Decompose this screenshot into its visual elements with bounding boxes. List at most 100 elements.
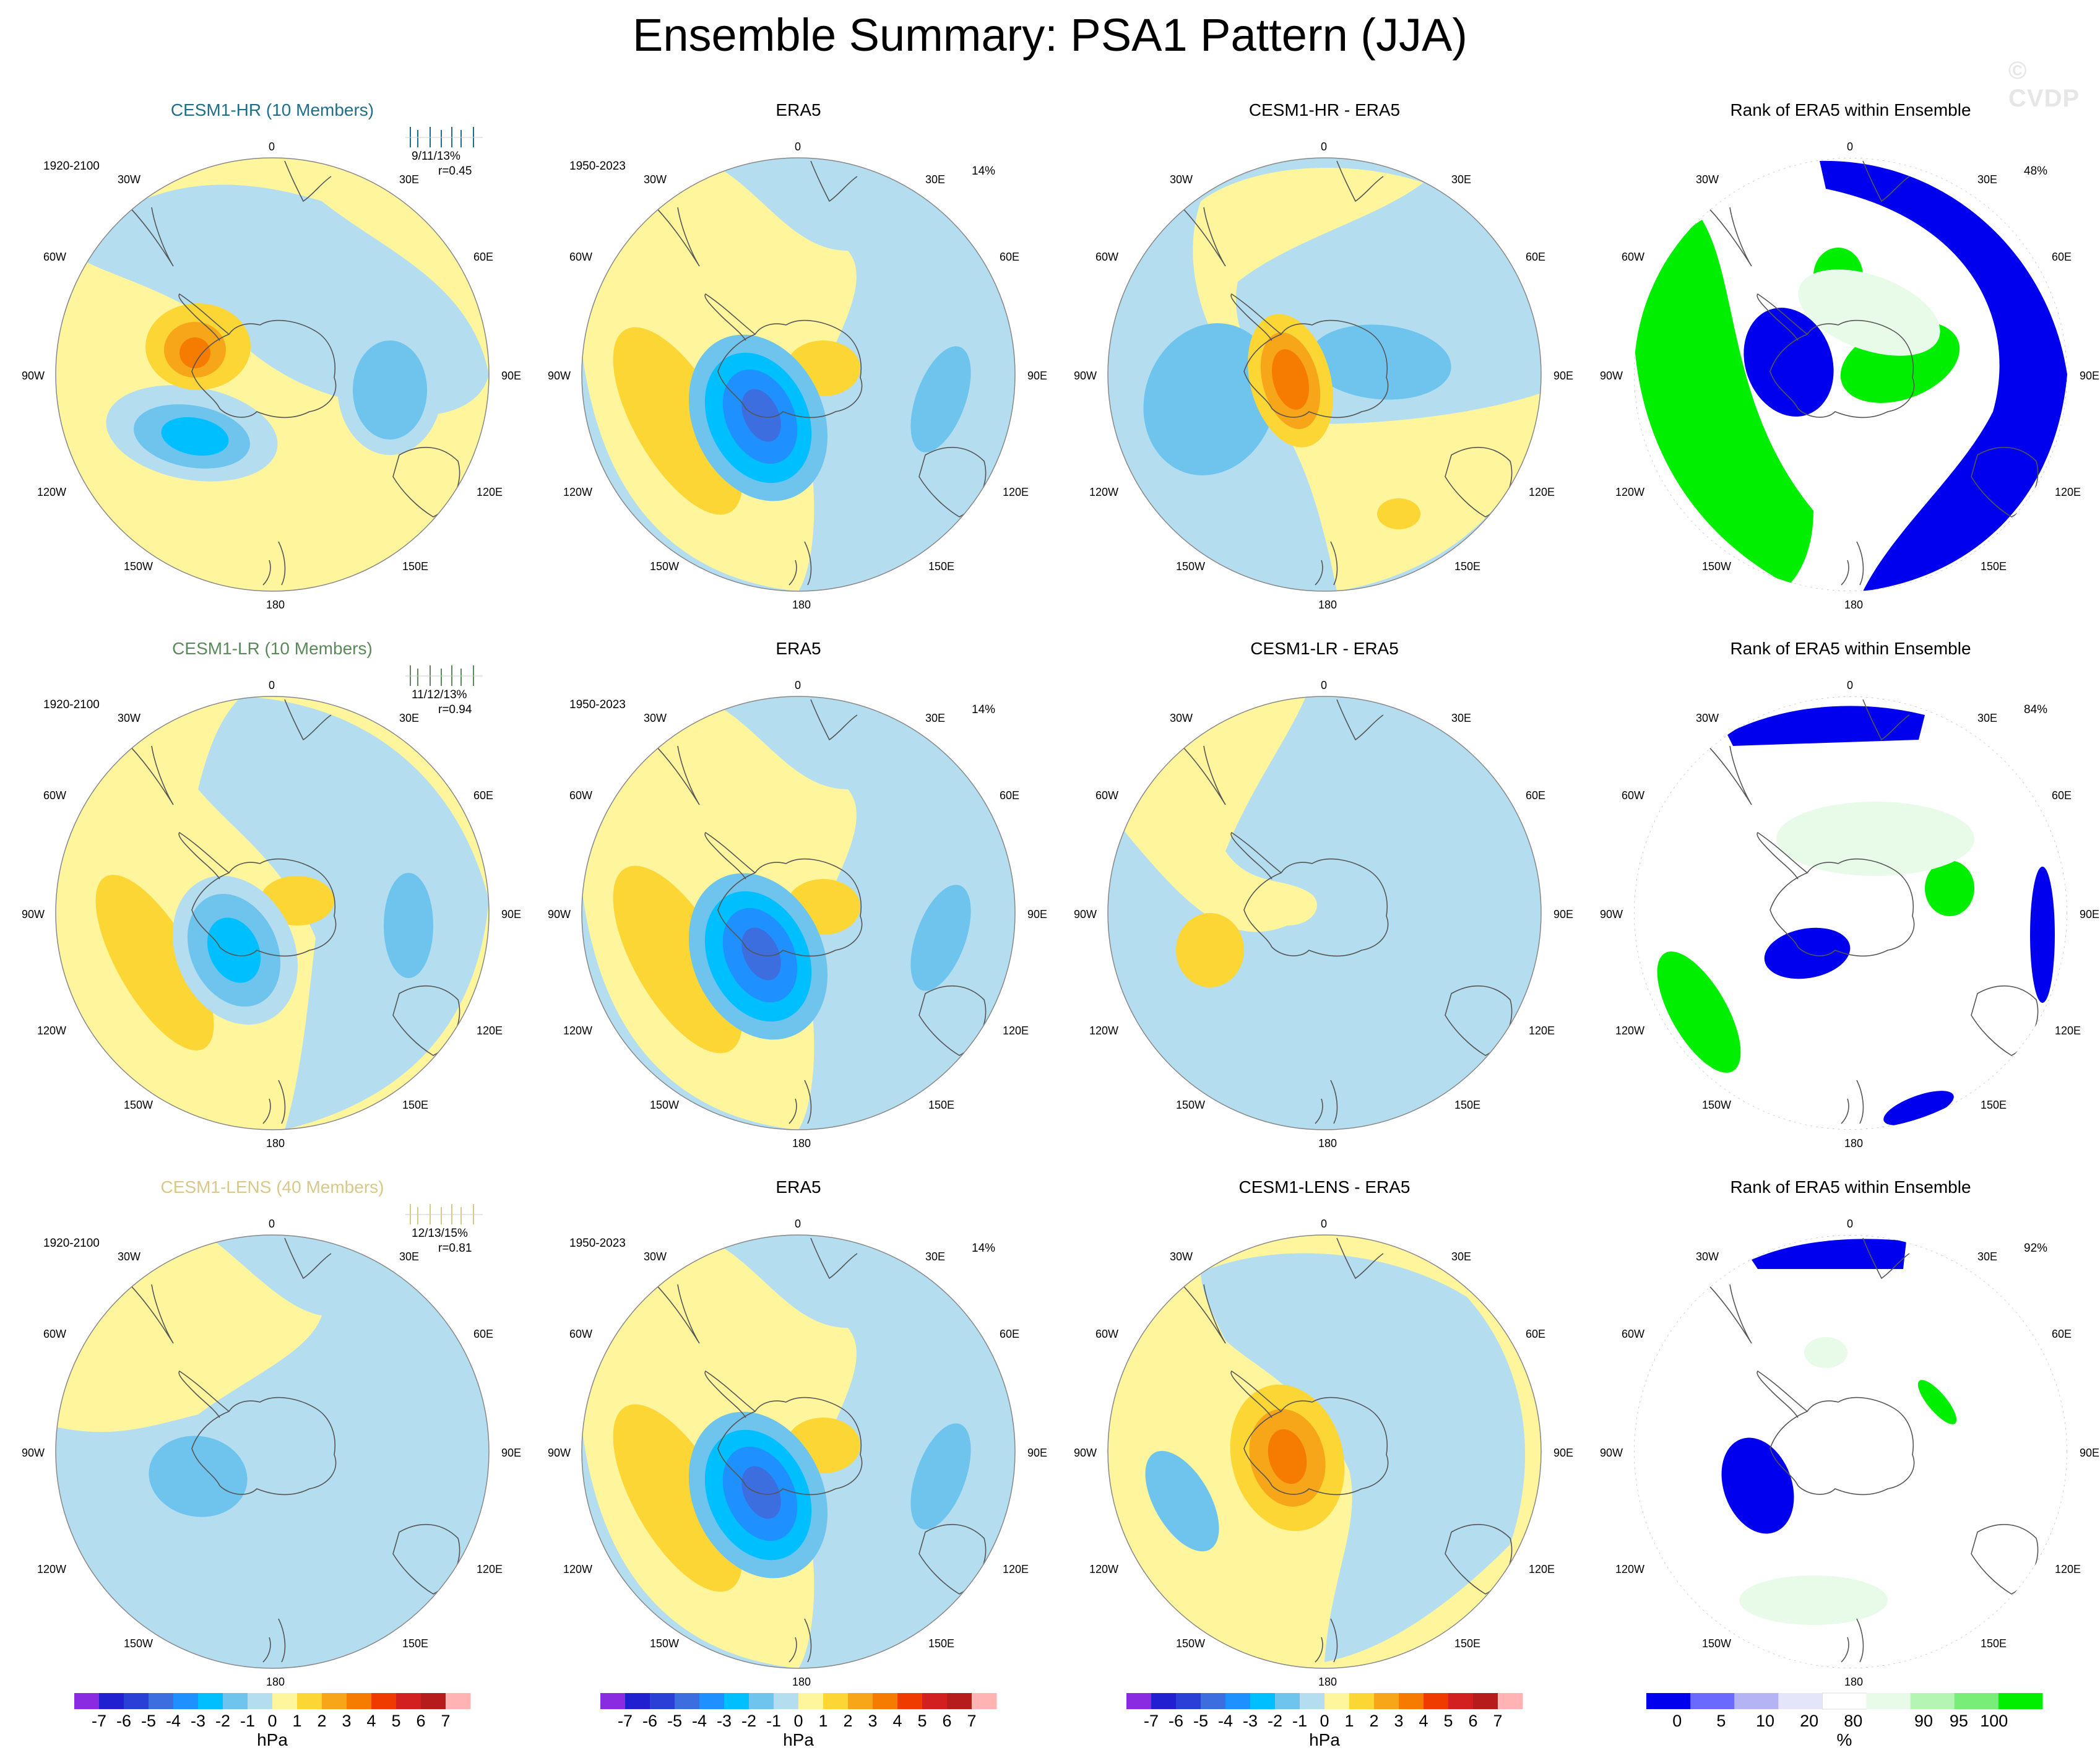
negative-east — [910, 1423, 971, 1530]
explained-variance-pct: 14% — [972, 703, 996, 716]
lon-label-180: 180 — [266, 1676, 285, 1688]
lon-label-120E: 120E — [1529, 486, 1555, 498]
lon-label-90E: 90E — [501, 370, 522, 382]
antarctica-coastline — [191, 319, 337, 418]
negative-center-4 — [741, 389, 781, 442]
negative-east — [910, 346, 971, 453]
colorbar-swatch — [322, 1693, 347, 1709]
lon-label-60E: 60E — [1000, 1328, 1020, 1340]
lon-label-0: 0 — [1321, 1218, 1328, 1230]
colorbar-tick-label: 4 — [892, 1712, 902, 1730]
colorbar-swatch — [897, 1693, 923, 1709]
lon-label-0: 0 — [795, 679, 802, 691]
colorbar-tick-label: 0 — [793, 1712, 803, 1730]
colorbar-tick-label: -5 — [1193, 1712, 1208, 1730]
lon-label-150E: 150E — [928, 1637, 955, 1650]
colorbar-tick-label: 2 — [317, 1712, 327, 1730]
rank-light-green-south — [1739, 1575, 1888, 1625]
colorbar-tick-label: 0 — [1672, 1712, 1682, 1730]
explained-variance-label: 12/13/15% — [412, 1227, 468, 1240]
colorbar-tick-label: 6 — [416, 1712, 426, 1730]
colorbar-swatch — [198, 1693, 223, 1709]
rank-high-west — [1657, 951, 1741, 1073]
lon-label-30E: 30E — [925, 1250, 946, 1263]
panel-title-obs: ERA5 — [776, 100, 821, 119]
colorbar-swatch — [1866, 1693, 1911, 1709]
negative-center-3 — [161, 417, 229, 456]
colorbar-tick-label: -2 — [1267, 1712, 1282, 1730]
lon-label-60E: 60E — [2052, 789, 2072, 802]
lon-label-120W: 120W — [1089, 486, 1119, 498]
lon-label-90W: 90W — [548, 370, 571, 382]
positive-center-3 — [179, 337, 210, 368]
colorbar-swatch — [74, 1693, 100, 1709]
lon-label-0: 0 — [269, 141, 275, 153]
lon-label-150E: 150E — [402, 1637, 429, 1650]
model-map — [55, 696, 490, 1130]
lon-label-60W: 60W — [43, 789, 67, 802]
lon-label-30E: 30E — [399, 712, 420, 724]
lon-label-0: 0 — [795, 141, 802, 153]
panel-title-rank: Rank of ERA5 within Ensemble — [1730, 1177, 1971, 1197]
peninsula-coastline — [704, 1370, 756, 1418]
positive-west — [613, 865, 743, 1054]
lon-label-120E: 120E — [1003, 486, 1029, 498]
lon-label-30E: 30E — [925, 712, 946, 724]
antarctica-coastline — [1769, 858, 1915, 957]
lon-label-30W: 30W — [644, 1250, 667, 1263]
colorbar-swatch — [248, 1693, 273, 1709]
lon-label-150W: 150W — [1176, 1099, 1206, 1111]
colorbar-swatch — [1275, 1693, 1300, 1709]
lon-label-60E: 60E — [473, 1328, 494, 1340]
colorbar-swatch — [1910, 1693, 1955, 1709]
lon-label-120W: 120W — [37, 486, 67, 498]
new-zealand-coastline — [1315, 1618, 1338, 1663]
colorbar-tick-label: -5 — [140, 1712, 156, 1730]
colorbar-swatch — [1448, 1693, 1474, 1709]
colorbar-swatch — [774, 1693, 799, 1709]
africa-coastline — [284, 160, 332, 202]
colorbar-tick-label: 6 — [1468, 1712, 1478, 1730]
antarctica-coastline — [717, 858, 863, 957]
lon-label-90W: 90W — [548, 908, 571, 920]
lon-label-120W: 120W — [563, 1563, 593, 1575]
lon-label-60W: 60W — [1622, 789, 1645, 802]
lon-label-90E: 90E — [1027, 1447, 1048, 1459]
lon-label-180: 180 — [266, 1137, 285, 1150]
colorbar-swatch — [446, 1693, 471, 1709]
colorbar-swatch — [873, 1693, 898, 1709]
obs-map — [581, 157, 1016, 592]
lon-label-60W: 60W — [43, 251, 67, 263]
lon-label-60W: 60W — [43, 1328, 67, 1340]
pattern-correlation-label: r=0.81 — [438, 1242, 472, 1255]
colorbar-tick-label: 5 — [1443, 1712, 1453, 1730]
negative-east — [1309, 324, 1451, 400]
member-ticks — [405, 1204, 483, 1224]
colorbar-swatch — [1349, 1693, 1375, 1709]
colorbar-swatch — [1734, 1693, 1779, 1709]
lon-label-90E: 90E — [1553, 370, 1574, 382]
lon-label-120E: 120E — [477, 1563, 503, 1575]
lon-label-120E: 120E — [477, 1024, 503, 1037]
new-zealand-coastline — [1315, 1080, 1338, 1124]
positive-west — [613, 327, 743, 515]
lon-label-120E: 120E — [1003, 1024, 1029, 1037]
lon-label-90W: 90W — [1074, 1447, 1097, 1459]
new-zealand-coastline — [789, 1618, 812, 1663]
lon-label-180: 180 — [1844, 599, 1864, 611]
colorbar-swatch — [1151, 1693, 1177, 1709]
lon-label-0: 0 — [1847, 141, 1854, 153]
lon-label-30E: 30E — [1451, 173, 1472, 186]
anomaly-colorbar — [1126, 1693, 1523, 1709]
lon-label-30W: 30W — [644, 173, 667, 186]
explained-variance-label: 11/12/13% — [412, 688, 467, 701]
colorbar-tick-label: 1 — [818, 1712, 828, 1730]
anomaly-colorbar — [74, 1693, 471, 1709]
years-label: 1920-2100 — [43, 160, 100, 173]
colorbar-tick-label: 7 — [967, 1712, 977, 1730]
lon-label-150E: 150E — [402, 1099, 429, 1111]
negative-east — [384, 873, 433, 978]
antarctica-coastline — [1769, 319, 1915, 418]
colorbar-tick-label: -5 — [667, 1712, 682, 1730]
lon-label-60E: 60E — [1526, 1328, 1546, 1340]
